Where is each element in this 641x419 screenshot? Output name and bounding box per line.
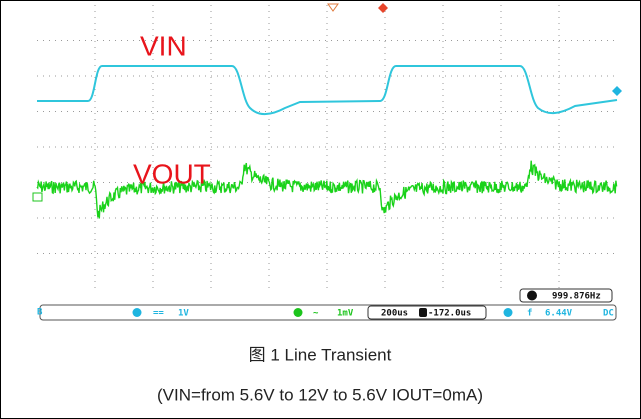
trigger-delay: -172.0us	[428, 309, 471, 319]
frequency: 999.876Hz	[552, 292, 601, 302]
trigger-coupling: DC	[603, 309, 614, 319]
ch4-scale: 1mV	[337, 309, 354, 319]
caption-title: 图 1 Line Transient	[249, 345, 392, 364]
ch2-icon	[133, 308, 142, 317]
frequency-icon	[527, 291, 537, 301]
caption-conditions: (VIN=from 5.6V to 12V to 5.6V IOUT=0mA)	[157, 385, 483, 404]
vin-label: VIN	[140, 30, 187, 61]
figure: VIN VOUT 999.876Hz B == 1V ~ 1mV 200us -…	[0, 0, 641, 419]
timebase: 200us	[381, 309, 408, 319]
ch2-scale: 1V	[178, 309, 189, 319]
trigger-source-icon	[504, 308, 513, 317]
trigger-level: 6.44V	[545, 309, 573, 319]
delay-icon	[419, 308, 427, 317]
ch4-icon	[294, 308, 303, 317]
page: VIN VOUT 999.876Hz B == 1V ~ 1mV 200us -…	[0, 0, 641, 419]
ch2-coupling: ==	[153, 309, 164, 319]
ch1-marker	[33, 193, 42, 201]
vout-label: VOUT	[133, 158, 211, 189]
ch4-coupling: ~	[313, 309, 319, 319]
trigger-slope: f	[527, 309, 532, 319]
ch-indicator: B	[37, 308, 43, 318]
